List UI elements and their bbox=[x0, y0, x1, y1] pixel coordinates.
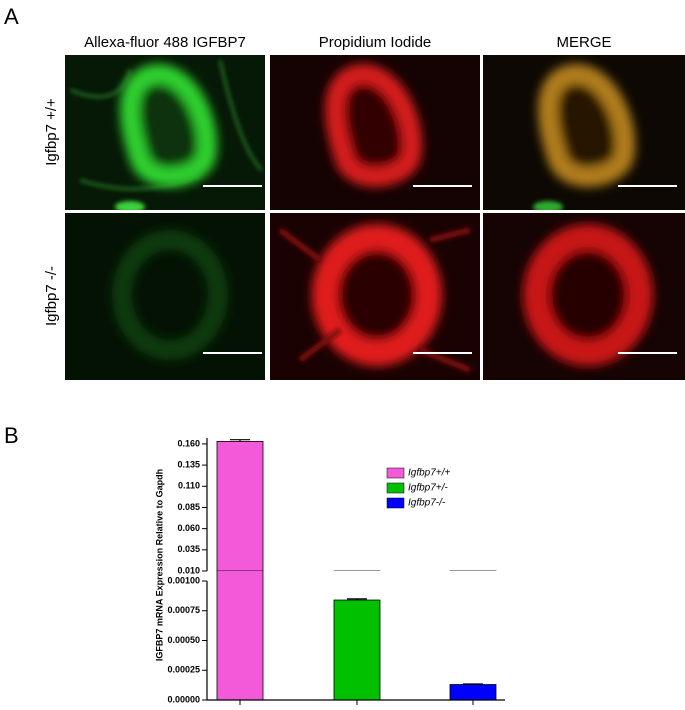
micrograph bbox=[483, 55, 685, 210]
bar bbox=[333, 599, 381, 700]
bar bbox=[216, 440, 264, 571]
micrograph bbox=[65, 213, 265, 380]
micrograph bbox=[270, 55, 480, 210]
segment bbox=[216, 439, 497, 571]
row-label: Igfbp7 +/+ bbox=[43, 98, 60, 166]
y-tick-label: 0.00100 bbox=[167, 575, 200, 585]
y-tick-label: 0.110 bbox=[178, 481, 200, 491]
y-tick-label: 0.035 bbox=[177, 544, 200, 554]
plot: 0.00000 0.00025 0.00050 0.00075 0.001000.010… bbox=[167, 438, 505, 705]
y-axis-label: IGFBP7 mRNA Expression Relative to Gapdh bbox=[154, 469, 164, 661]
legend-label: Igfbp7-/- bbox=[408, 498, 446, 509]
y-tick-label: 0.085 bbox=[177, 502, 200, 512]
error-bar bbox=[463, 683, 483, 685]
error-bar bbox=[230, 439, 250, 442]
row-label: Igfbp7 -/- bbox=[43, 266, 60, 326]
column-header: Allexa-fluor 488 IGFBP7 bbox=[84, 34, 246, 51]
legend-swatch bbox=[386, 482, 405, 494]
panel-label: A bbox=[4, 4, 19, 29]
y-tick-label: 0.00000 bbox=[167, 694, 200, 704]
bar bbox=[449, 570, 497, 571]
legend-swatch bbox=[386, 467, 405, 479]
column-header: MERGE bbox=[556, 34, 611, 51]
y-tick-label: 0.010 bbox=[177, 565, 200, 575]
legend-label: Igfbp7+/- bbox=[408, 483, 448, 494]
micrograph bbox=[270, 213, 480, 380]
y-tick-label: 0.060 bbox=[177, 523, 200, 533]
segment bbox=[216, 571, 497, 700]
y-tick-label: 0.00050 bbox=[167, 635, 200, 645]
error-bar bbox=[347, 598, 367, 601]
y-tick-label: 0.135 bbox=[177, 459, 200, 469]
micrograph bbox=[65, 55, 265, 210]
y-tick-label: 0.160 bbox=[177, 438, 200, 448]
panel-label: B bbox=[4, 423, 19, 448]
bar bbox=[333, 570, 381, 571]
y-tick-label: 0.00025 bbox=[167, 665, 200, 675]
legend-label: Igfbp7+/+ bbox=[408, 468, 450, 479]
legend-swatch bbox=[386, 497, 405, 509]
bar bbox=[216, 571, 264, 700]
bar bbox=[449, 684, 497, 700]
micrograph bbox=[483, 213, 685, 380]
y-tick-label: 0.00075 bbox=[167, 605, 200, 615]
column-header: Propidium Iodide bbox=[319, 34, 432, 51]
